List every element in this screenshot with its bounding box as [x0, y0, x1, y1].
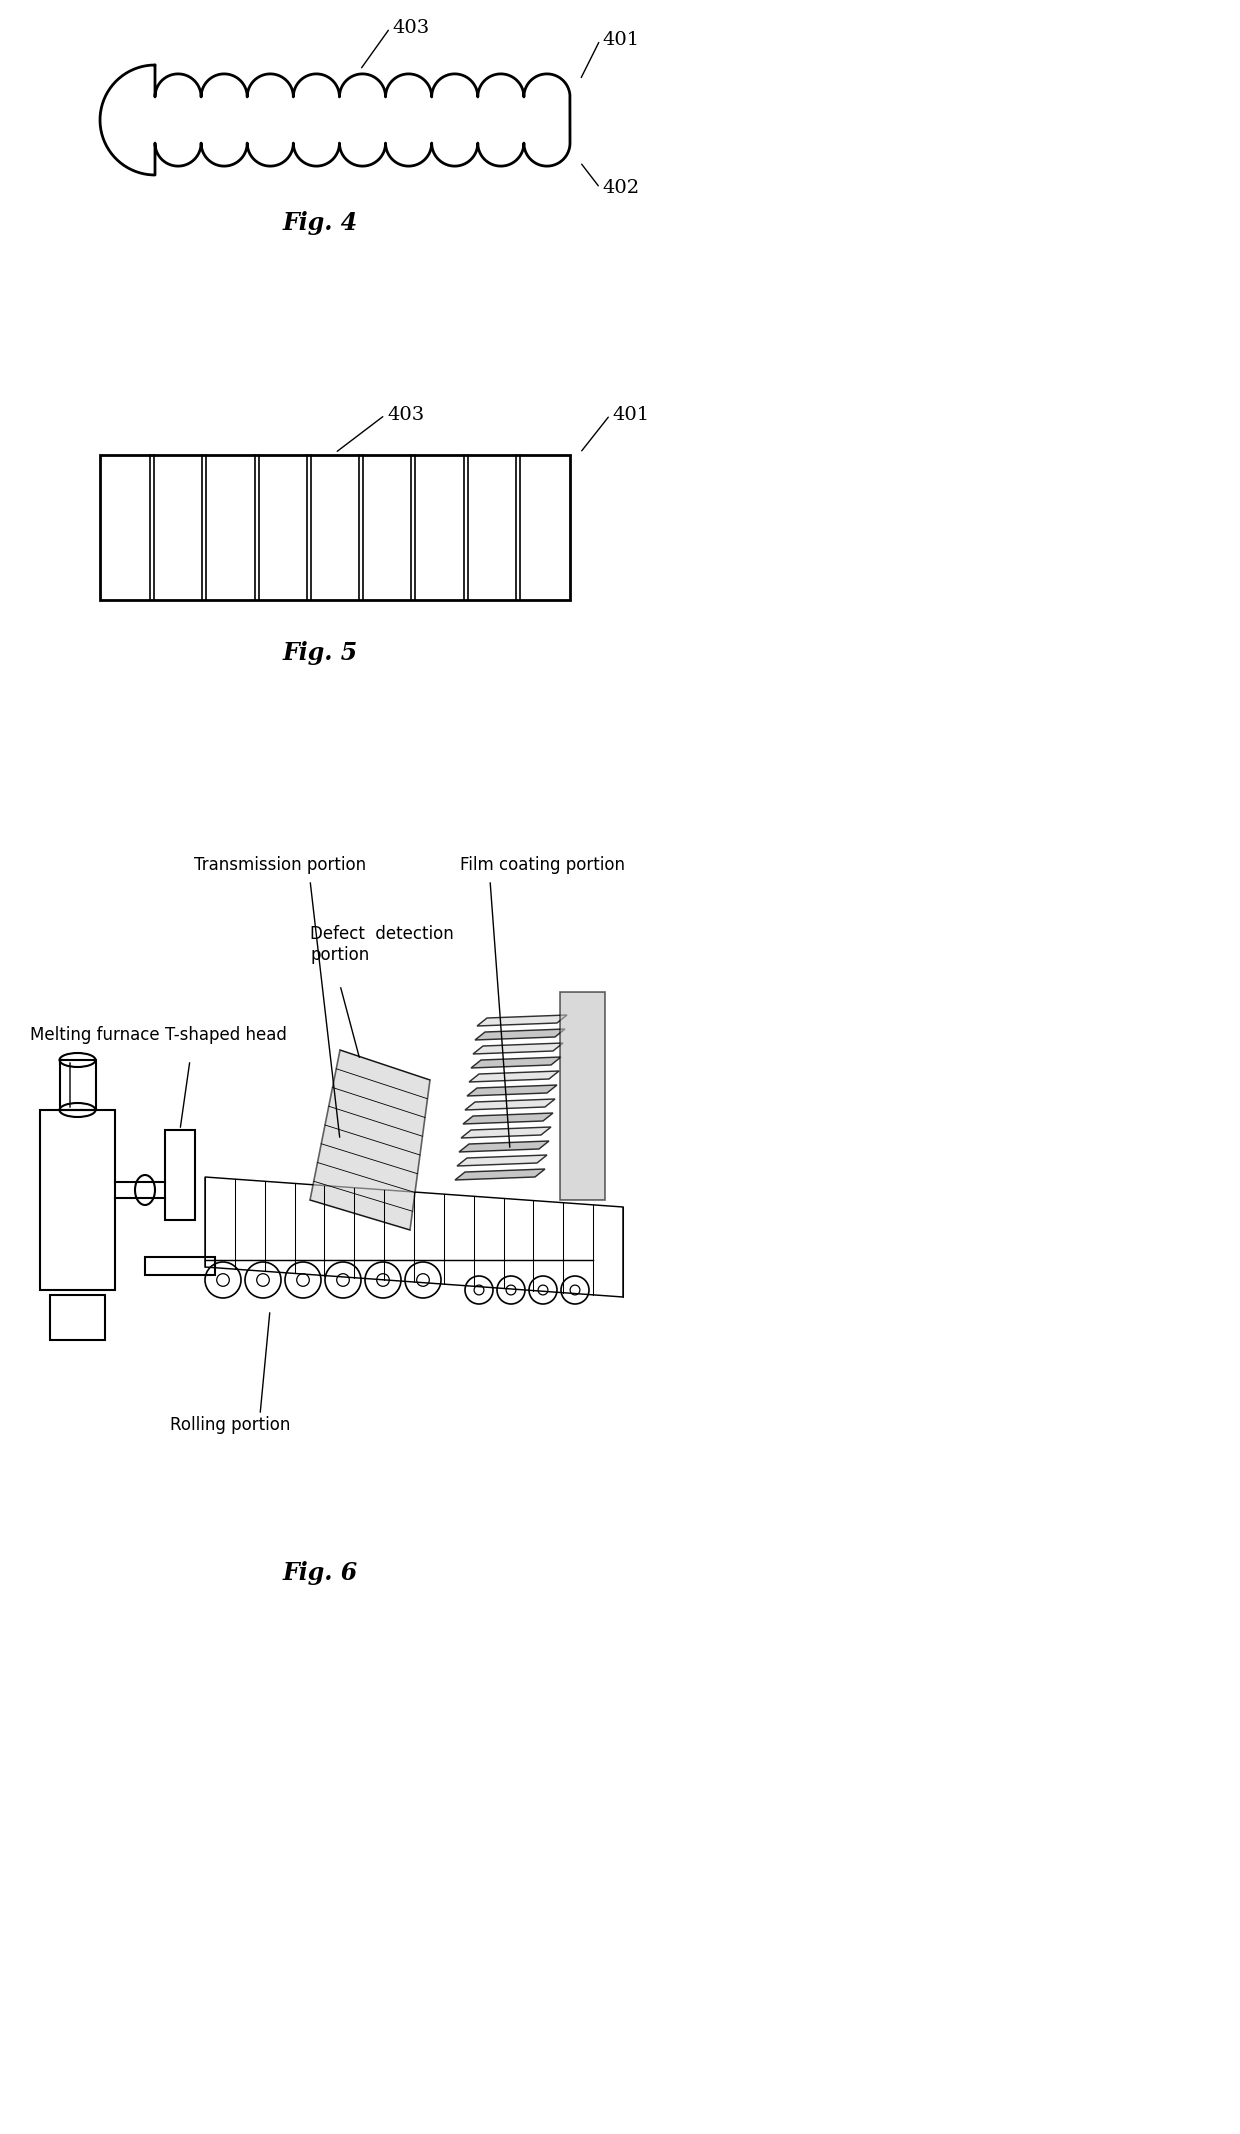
Polygon shape — [469, 1071, 559, 1082]
Text: 401: 401 — [613, 405, 649, 425]
Text: T-shaped head: T-shaped head — [165, 1026, 286, 1044]
Text: 402: 402 — [601, 179, 639, 196]
Text: Transmission portion: Transmission portion — [193, 856, 366, 875]
Bar — [560, 992, 605, 1199]
Text: Defect  detection
portion: Defect detection portion — [310, 926, 454, 965]
Text: 403: 403 — [387, 405, 424, 425]
Polygon shape — [477, 1016, 567, 1026]
Polygon shape — [458, 1154, 547, 1165]
Polygon shape — [472, 1044, 563, 1054]
Bar — [50, 1295, 105, 1340]
Polygon shape — [463, 1114, 553, 1125]
Bar — [145, 1257, 215, 1274]
Bar — [165, 1131, 195, 1221]
Polygon shape — [459, 1142, 549, 1152]
Bar — [60, 1061, 95, 1110]
Polygon shape — [465, 1099, 556, 1110]
Bar — [100, 455, 570, 600]
Polygon shape — [475, 1029, 565, 1039]
Text: Fig. 5: Fig. 5 — [283, 640, 357, 666]
Polygon shape — [461, 1127, 551, 1137]
Text: 403: 403 — [392, 19, 429, 36]
Polygon shape — [455, 1169, 546, 1180]
Text: 401: 401 — [601, 32, 639, 49]
Polygon shape — [467, 1084, 557, 1097]
Text: Melting furnace: Melting furnace — [30, 1026, 160, 1044]
Text: Film coating portion: Film coating portion — [460, 856, 625, 875]
Text: Fig. 4: Fig. 4 — [283, 211, 357, 235]
Polygon shape — [310, 1050, 430, 1229]
Text: Rolling portion: Rolling portion — [170, 1417, 290, 1434]
Bar — [40, 1110, 115, 1289]
Polygon shape — [471, 1056, 560, 1067]
Text: Fig. 6: Fig. 6 — [283, 1560, 357, 1586]
